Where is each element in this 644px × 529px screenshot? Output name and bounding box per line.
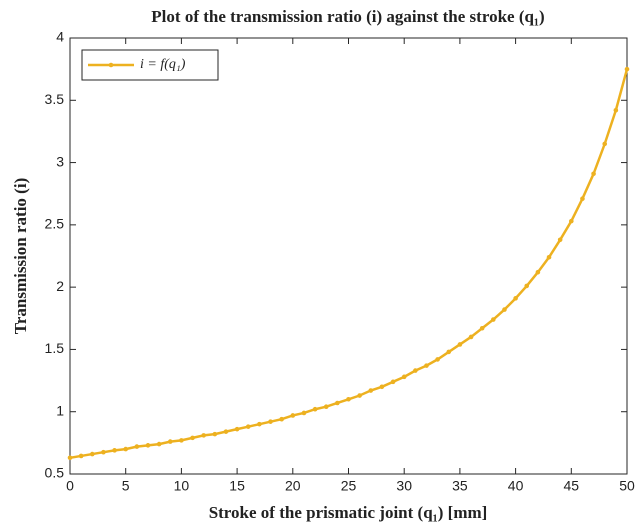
data-point [335, 400, 340, 406]
data-point [245, 424, 251, 429]
plot-area [69, 37, 628, 475]
x-tick-label: 20 [285, 478, 301, 494]
data-point [257, 421, 262, 427]
data-point [479, 325, 485, 331]
y-tick-label: 2.5 [45, 216, 65, 232]
data-point [446, 349, 452, 355]
x-tick-label: 25 [341, 478, 357, 494]
data-point [557, 237, 563, 243]
chart-title: Plot of the transmission ratio (i) again… [151, 7, 544, 26]
y-tick-label: 4 [56, 29, 64, 45]
data-point [167, 439, 173, 444]
data-point [390, 379, 396, 385]
data-point [290, 413, 296, 418]
x-tick-label: 30 [396, 478, 412, 494]
data-point [134, 444, 140, 449]
data-point [78, 453, 84, 459]
legend-box [81, 49, 219, 81]
data-point [357, 393, 362, 398]
data-point [223, 429, 229, 434]
data-point [145, 443, 151, 448]
y-axis-label: Transmission ratio (i) [11, 178, 30, 334]
data-point [569, 218, 574, 224]
x-tick-label: 10 [174, 478, 190, 494]
data-point [312, 406, 318, 412]
data-point [234, 426, 240, 432]
data-point [379, 384, 385, 390]
data-point [190, 435, 195, 441]
data-point [413, 368, 418, 373]
data-point [613, 107, 619, 113]
x-tick-label: 50 [619, 478, 635, 494]
data-point [212, 431, 218, 437]
data-point [491, 317, 496, 322]
data-point [368, 388, 374, 393]
x-tick-label: 15 [229, 478, 245, 494]
x-axis-label: Stroke of the prismatic joint (q₁) [mm] [209, 503, 488, 522]
y-tick-label: 1.5 [45, 340, 65, 356]
data-point [513, 296, 518, 301]
data-point [580, 196, 585, 201]
data-point [346, 396, 351, 402]
y-tick-label: 2 [56, 278, 64, 294]
y-tick-label: 0.5 [45, 465, 65, 481]
legend-marker [108, 62, 114, 68]
x-tick-label: 0 [66, 478, 74, 494]
data-point [602, 141, 608, 147]
data-point [179, 438, 184, 443]
y-tick-label: 1 [56, 402, 64, 418]
x-tick-label: 35 [452, 478, 468, 494]
data-point [524, 283, 530, 289]
data-point [301, 410, 307, 416]
data-point [535, 269, 541, 275]
data-point [323, 404, 329, 410]
data-point [624, 66, 630, 72]
y-tick-label: 3.5 [45, 91, 65, 107]
x-tick-label: 45 [564, 478, 580, 494]
data-point [112, 448, 117, 453]
data-point [457, 342, 463, 347]
data-point [591, 171, 596, 177]
data-point [468, 334, 474, 340]
data-point [279, 416, 284, 422]
data-point [424, 363, 429, 368]
data-point [546, 254, 552, 260]
x-tick-label: 5 [122, 478, 130, 494]
data-point [101, 449, 106, 455]
data-point [156, 441, 162, 447]
data-point [201, 433, 206, 438]
data-point [67, 455, 73, 461]
data-point [123, 446, 128, 452]
data-point [89, 451, 95, 457]
data-point [268, 419, 273, 424]
data-point [435, 357, 440, 362]
data-point [401, 374, 407, 380]
x-tick-label: 40 [508, 478, 524, 494]
data-point [502, 307, 507, 312]
y-tick-label: 3 [56, 153, 64, 169]
legend-label: i = f(q₁) [140, 57, 186, 72]
